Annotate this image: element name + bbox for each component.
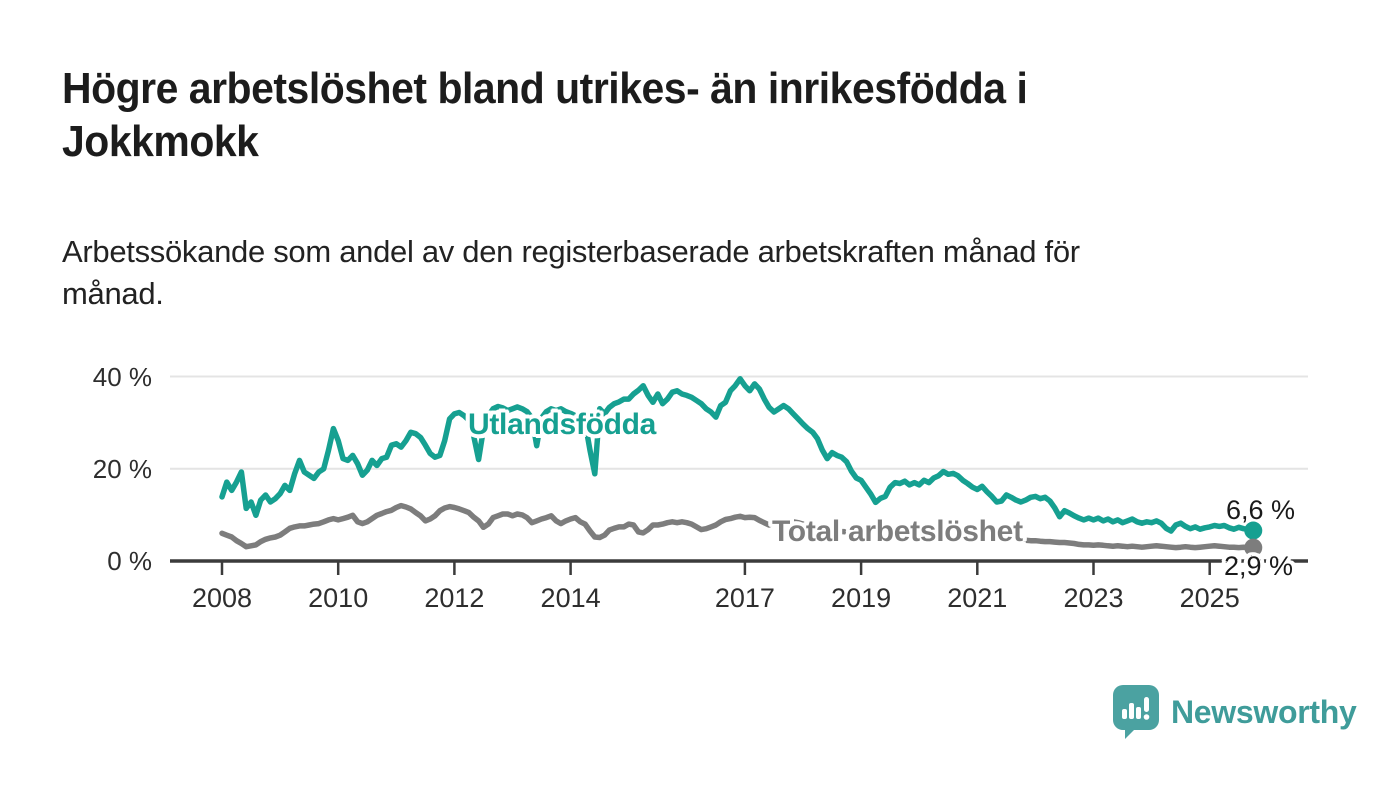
y-tick-label: 20 % <box>92 453 152 484</box>
newsworthy-logo: Newsworthy <box>1113 685 1357 739</box>
end-value-total: 2,9 % <box>1224 551 1294 581</box>
x-tick-label: 2010 <box>308 583 369 613</box>
x-tick-label: 2021 <box>947 583 1008 613</box>
line-total-arbetsl-shet <box>219 502 1257 551</box>
bar-chart-speech-bubble-icon <box>1113 685 1159 739</box>
brand-name: Newsworthy <box>1171 693 1357 730</box>
line-utlandsf-dda <box>219 376 1257 534</box>
x-tick-label: 2019 <box>831 583 892 613</box>
y-tick-label: 40 % <box>92 361 152 392</box>
series-label-utlandsfodda: Utlandsfödda <box>468 408 657 441</box>
series-label-total-arbetsloshet: Total arbetslöshet <box>772 515 1023 548</box>
x-tick-label: 2014 <box>540 583 601 613</box>
end-dot <box>1244 521 1263 540</box>
page-title: Högre arbetslöshet bland utrikes- än inr… <box>62 64 1028 166</box>
x-tick-label: 2017 <box>714 583 775 613</box>
x-tick-label: 2025 <box>1179 583 1240 613</box>
end-dot <box>1244 538 1263 557</box>
x-tick-label: 2008 <box>191 583 253 613</box>
end-value-utlandsfodda: 6,6 % <box>1226 495 1296 525</box>
chart-subtitle: Arbetssökande som andel av den registerb… <box>62 234 1080 311</box>
y-tick-label: 0 % <box>107 546 152 576</box>
x-tick-label: 2023 <box>1063 583 1124 613</box>
x-tick-label: 2012 <box>424 583 485 613</box>
